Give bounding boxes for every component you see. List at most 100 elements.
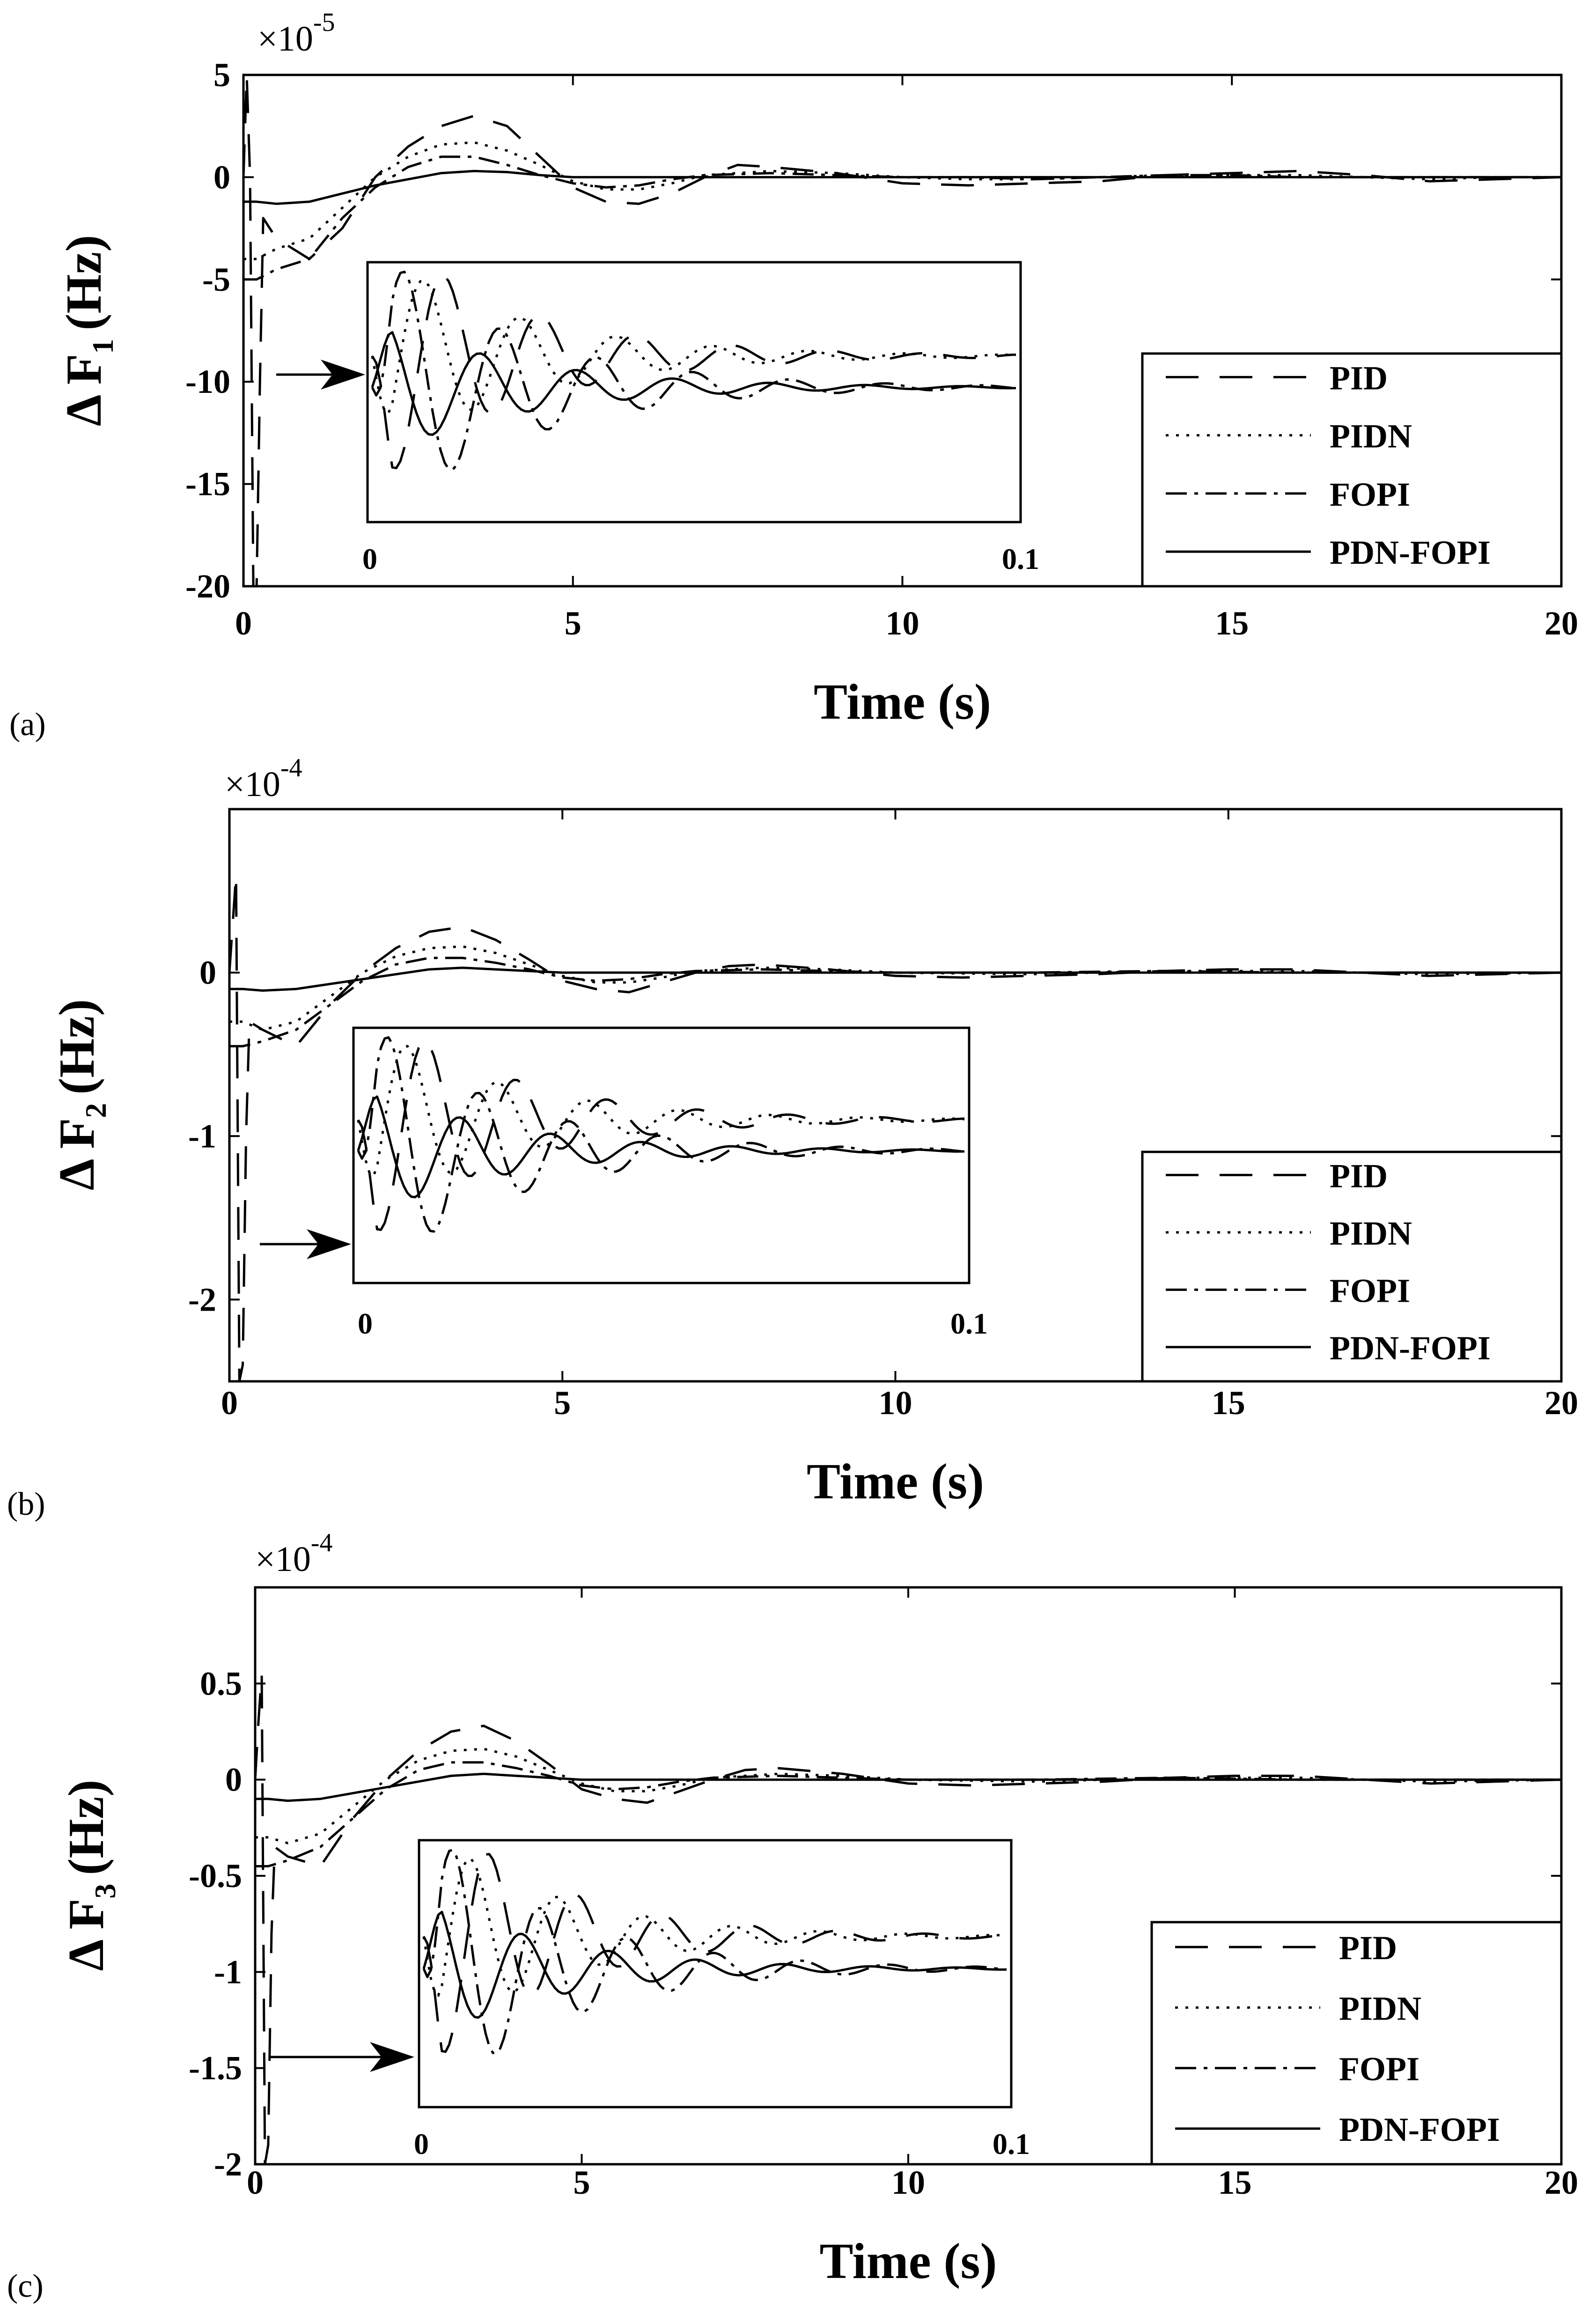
y-axis-symbol: Δ F [49,1118,105,1191]
series-line-pidn [229,945,1561,1031]
x-tick-label: 20 [1545,605,1578,642]
y-tick-label: -15 [185,465,230,503]
exponent-power: -4 [311,1528,333,1557]
y-tick-label: -2 [188,1281,216,1318]
inset-x-label-end: 0.1 [1002,542,1039,575]
x-tick-label: 10 [879,1384,912,1422]
inset-line-pid [422,1853,1007,2053]
inset-series-group [371,271,1016,471]
series-line-pdn-fopi [229,966,1561,992]
inset-line-pdn-fopi [371,331,1016,436]
y-tick-label: 0 [199,954,216,991]
x-tick-label: 15 [1215,605,1249,642]
x-tick-label: 5 [574,2164,590,2201]
series-group [243,75,1561,586]
inset-line-pdn-fopi [357,1095,965,1199]
y-tick-label: -10 [185,363,230,400]
legend-label-pid: PID [1330,1157,1388,1195]
inset-line-pdn-fopi [422,1910,1007,2019]
panel-2: 0 -1 -2 0 5 10 15 20 ×10-4 Δ F2 (Hz) Time (s) (b) 0 0.… [7,753,1578,1522]
exponent-base: ×10 [255,1540,311,1579]
series-line-fopi [243,155,1561,281]
series-group [255,1673,1561,2164]
y-axis-symbol: Δ F [56,354,112,427]
legend-box [1141,1150,1563,1383]
legend-box [1141,352,1563,588]
inset-frame [418,1839,1013,2109]
inset-line-fopi [422,1849,1007,2055]
y-exponent-label: ×10-4 [255,1528,333,1579]
inset-frame [352,1026,971,1284]
inset-x-label-end: 0.1 [950,1307,988,1340]
legend-label-pid: PID [1339,1929,1397,1967]
legend-label-pdn-fopi: PDN-FOPI [1330,534,1491,571]
x-tick-label: 5 [565,605,581,642]
inset-line-pid [371,275,1016,469]
exponent-power: -4 [280,753,302,782]
y-tick-label: 5 [213,56,230,94]
y-axis-symbol: Δ F [59,1899,114,1971]
zoom-arrow-head [307,1229,351,1259]
y-tick-label: 0.5 [200,1665,242,1702]
x-axis-title: Time (s) [807,1454,984,1510]
y-tick-label: -1 [188,1117,216,1155]
x-tick-label: 15 [1212,1384,1245,1422]
legend-label-fopi: FOPI [1330,1272,1410,1309]
legend-label-pidn: PIDN [1339,1990,1421,2027]
inset-series-group [357,1036,965,1233]
series-line-pidn [243,141,1561,260]
y-axis-unit: (Hz) [49,999,105,1095]
legend-label-fopi: FOPI [1330,476,1410,513]
panel-1: 50-5-10-15-200 5 10 15 20×10-5Δ F1(Hz)Time (… [9,8,1578,743]
series-line-pidn [255,1748,1561,1844]
legend-box [1150,1921,1563,2166]
inset-line-fopi [357,1036,965,1233]
y-tick-label: -0.5 [189,1857,242,1895]
inset-x-label-start: 0 [414,2127,429,2161]
y-tick-label: -1.5 [189,2050,242,2087]
legend-label-pidn: PIDN [1330,1215,1412,1252]
y-tick-label: 0 [225,1761,242,1799]
y-exponent-label: ×10-4 [225,753,302,804]
inset-x-label-start: 0 [358,1307,373,1340]
y-axis-title: Δ F3 (Hz) [59,1780,122,1971]
panel-label: (b) [7,1486,45,1522]
series-line-pdn-fopi [255,1772,1561,1802]
inset-x-label-end: 0.1 [993,2127,1030,2161]
series-line-pid [229,873,1561,1381]
y-axis-title: Δ F1 (Hz) [56,235,119,427]
series-line-pid [255,1673,1561,2164]
y-tick-label: -2 [214,2146,242,2183]
y-tick-label: -5 [202,261,230,298]
inset-line-pid [357,1040,965,1231]
legend-label-pidn: PIDN [1330,418,1412,455]
x-axis-title: Time (s) [814,674,991,730]
y-tick-label: -20 [185,568,230,605]
panel-label: (c) [7,2268,44,2304]
exponent-base: ×10 [225,765,280,804]
exponent-base: ×10 [257,19,313,59]
x-tick-label: 15 [1218,2164,1252,2201]
legend-label-pdn-fopi: PDN-FOPI [1339,2111,1500,2148]
x-tick-label: 0 [235,605,252,642]
zoom-arrow-head [321,360,365,390]
zoom-arrow-head [370,2042,414,2072]
y-axis-unit: (Hz) [59,1780,114,1875]
y-axis-unit: (Hz) [56,235,112,331]
x-tick-label: 0 [247,2164,264,2201]
x-tick-label: 10 [886,605,919,642]
legend-label-fopi: FOPI [1339,2050,1419,2088]
series-group [229,873,1561,1381]
series-line-pdn-fopi [243,170,1561,205]
inset-line-fopi [371,271,1016,471]
inset-frame [366,261,1022,524]
exponent-power: -5 [313,8,335,37]
y-axis-subscript: 2 [79,1103,112,1118]
x-tick-label: 0 [221,1384,238,1422]
legend-label-pdn-fopi: PDN-FOPI [1330,1329,1491,1367]
y-axis-subscript: 1 [86,339,119,354]
x-tick-label: 10 [891,2164,925,2201]
y-tick-label: 0 [213,158,230,196]
y-axis-title: Δ F2 (Hz) [49,999,112,1191]
